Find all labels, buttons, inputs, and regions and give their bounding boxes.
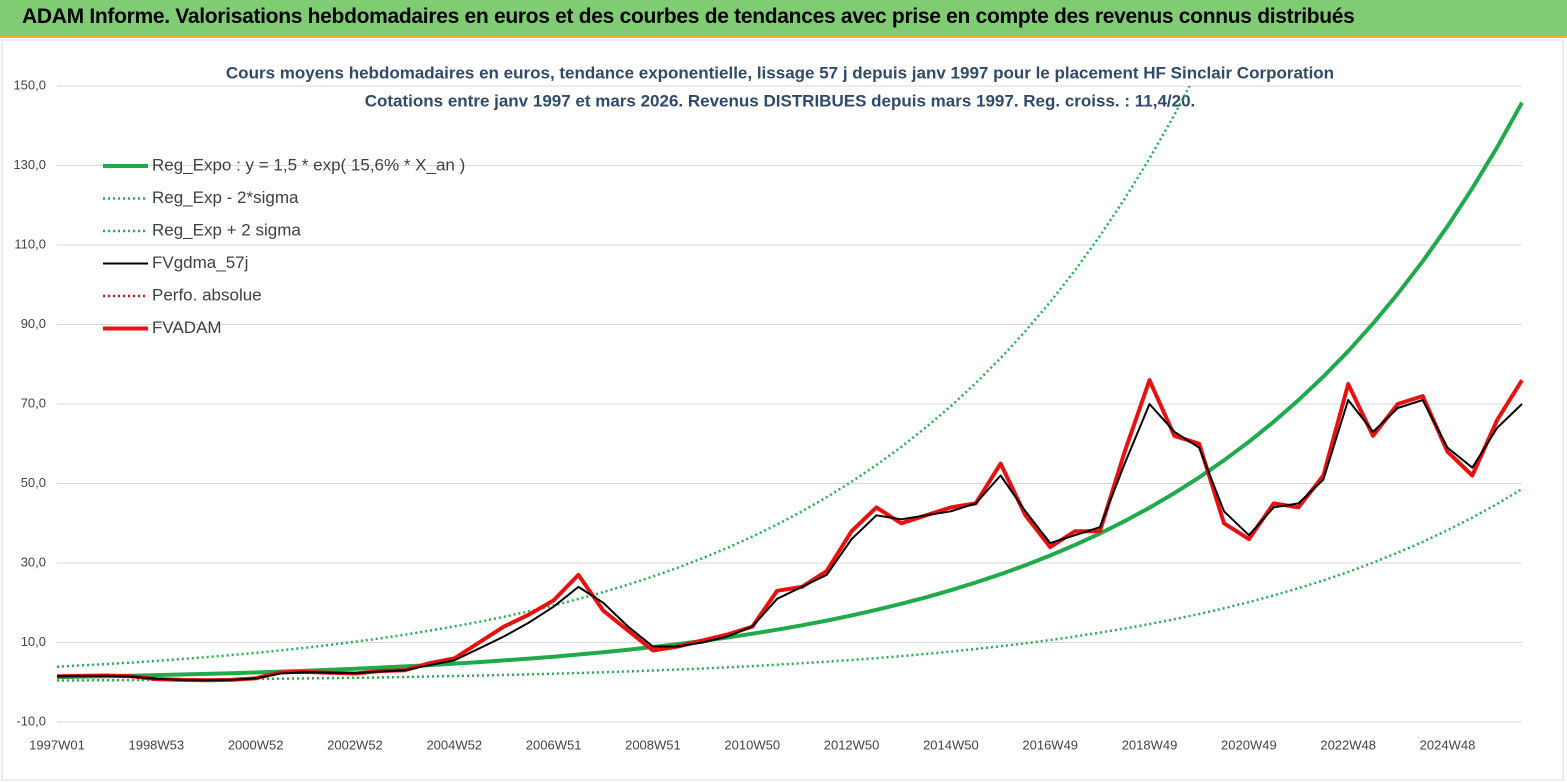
legend-label: Perfo. absolue (152, 285, 262, 304)
x-tick-label: 1998W53 (128, 737, 184, 752)
series-line (57, 86, 1191, 668)
series-line (57, 378, 1523, 682)
y-tick-label: -10,0 (16, 713, 46, 728)
legend-label: FVgdma_57j (152, 253, 248, 272)
legend-label: FVADAM (152, 318, 222, 337)
x-tick-label: 2008W51 (625, 737, 681, 752)
y-tick-label: 150,0 (13, 77, 46, 92)
header-title: ADAM Informe. Valorisations hebdomadaire… (22, 5, 1355, 28)
x-tick-label: 2002W52 (327, 737, 383, 752)
legend-label: Reg_Expo : y = 1,5 * exp( 15,6% * X_an ) (152, 155, 465, 174)
x-tick-label: 2018W49 (1122, 737, 1178, 752)
x-tick-label: 2020W49 (1221, 737, 1277, 752)
x-tick-label: 2000W52 (228, 737, 284, 752)
legend-label: Reg_Exp - 2*sigma (152, 188, 299, 207)
y-tick-label: 50,0 (21, 475, 46, 490)
header-bar: ADAM Informe. Valorisations hebdomadaire… (0, 0, 1567, 38)
legend-label: Reg_Exp + 2 sigma (152, 220, 301, 239)
x-tick-label: 1997W01 (29, 737, 85, 752)
x-tick-label: 2012W50 (824, 737, 880, 752)
x-tick-label: 2010W50 (724, 737, 780, 752)
chart-border (1, 39, 1564, 781)
x-tick-label: 2014W50 (923, 737, 979, 752)
y-tick-label: 70,0 (21, 395, 46, 410)
chart-title: Cours moyens hebdomadaires en euros, ten… (226, 63, 1334, 82)
x-tick-label: 2006W51 (526, 737, 582, 752)
y-tick-label: 30,0 (21, 554, 46, 569)
x-tick-label: 2022W48 (1320, 737, 1376, 752)
series-line (57, 378, 1523, 683)
y-tick-label: 130,0 (13, 157, 46, 172)
chart-subtitle: Cotations entre janv 1997 et mars 2026. … (365, 91, 1196, 110)
x-tick-label: 2024W48 (1420, 737, 1476, 752)
y-tick-label: 10,0 (21, 634, 46, 649)
series-line (57, 399, 1523, 682)
y-tick-label: 90,0 (21, 316, 46, 331)
x-tick-label: 2016W49 (1022, 737, 1078, 752)
x-tick-label: 2004W52 (426, 737, 482, 752)
y-tick-label: 110,0 (14, 236, 46, 251)
